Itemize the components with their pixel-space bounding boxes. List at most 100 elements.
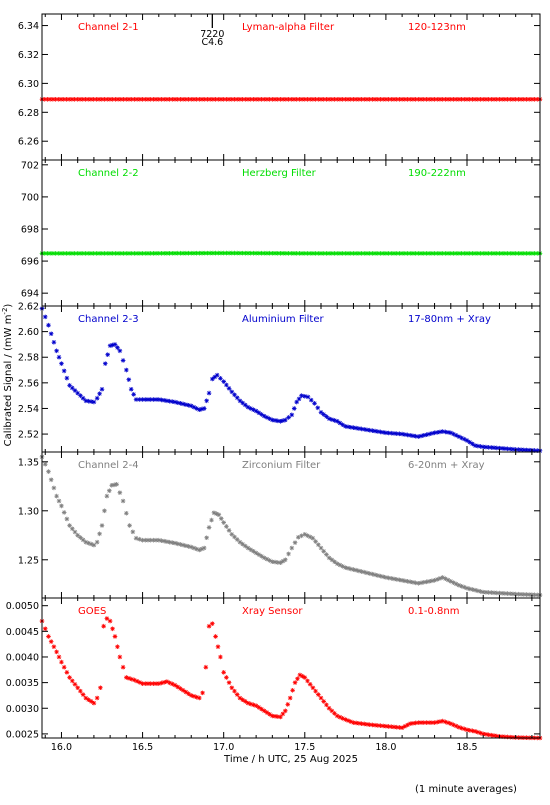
data-point <box>199 250 205 256</box>
data-point <box>251 702 256 708</box>
data-point <box>164 398 170 404</box>
data-point <box>151 397 156 402</box>
data-point <box>67 675 72 680</box>
data-point <box>416 581 421 586</box>
data-point <box>83 96 88 102</box>
data-point <box>418 251 424 256</box>
panel-1-series <box>39 96 543 102</box>
data-point <box>494 96 500 102</box>
data-point <box>467 251 473 256</box>
data-point <box>518 96 524 102</box>
data-point <box>389 251 394 256</box>
data-point <box>326 705 332 711</box>
data-point <box>75 251 80 256</box>
data-point <box>361 96 367 102</box>
data-point <box>132 251 137 256</box>
data-point <box>464 251 470 256</box>
data-point <box>47 96 53 102</box>
data-point <box>148 681 153 686</box>
data-point <box>394 431 400 436</box>
data-point <box>437 576 443 581</box>
data-point <box>480 96 486 102</box>
data-point <box>188 544 194 550</box>
data-point <box>432 96 437 102</box>
data-point <box>296 534 301 540</box>
data-point <box>410 433 416 439</box>
data-point <box>510 591 516 597</box>
data-point <box>69 251 75 256</box>
data-point <box>161 679 167 685</box>
data-point <box>137 680 143 685</box>
data-point <box>126 251 132 256</box>
data-point <box>507 251 513 256</box>
data-point <box>421 251 427 256</box>
data-point <box>88 699 94 704</box>
data-point <box>272 713 278 719</box>
data-point <box>56 354 62 360</box>
data-point <box>429 720 435 725</box>
data-point <box>115 251 121 256</box>
x-tick-label: 16.0 <box>51 742 72 753</box>
data-point <box>123 251 129 256</box>
data-point <box>232 534 237 540</box>
data-point <box>99 251 105 256</box>
data-point <box>345 96 351 102</box>
data-point <box>120 498 126 504</box>
data-point <box>153 251 159 256</box>
data-point <box>124 367 129 373</box>
data-point <box>351 567 356 572</box>
data-point <box>529 96 535 102</box>
data-point <box>226 680 232 685</box>
data-point <box>213 634 218 639</box>
panel-frame <box>41 451 541 599</box>
data-point <box>245 250 251 256</box>
data-point <box>42 314 48 320</box>
data-point <box>83 539 89 545</box>
data-point <box>418 580 424 586</box>
data-point <box>516 447 521 452</box>
data-point <box>421 433 427 438</box>
data-point <box>359 569 364 574</box>
data-point <box>324 552 329 557</box>
data-point <box>383 723 389 729</box>
data-point <box>445 430 451 435</box>
data-point <box>175 684 181 690</box>
data-point <box>370 571 375 577</box>
data-point <box>91 542 97 548</box>
data-point <box>378 723 383 728</box>
data-point <box>132 96 137 102</box>
data-point <box>91 96 96 102</box>
data-point <box>534 448 540 453</box>
data-point <box>229 96 235 102</box>
data-point <box>345 251 351 256</box>
data-point <box>445 251 451 256</box>
data-point <box>200 690 205 696</box>
data-point <box>329 557 335 563</box>
data-point <box>313 539 318 544</box>
data-point <box>72 682 78 687</box>
data-point <box>534 96 540 102</box>
data-point <box>383 251 389 256</box>
data-point <box>69 385 75 391</box>
data-point <box>42 251 48 256</box>
y-tick-label: 2.56 <box>18 378 39 389</box>
data-point <box>221 379 226 384</box>
data-point <box>313 251 318 256</box>
data-point <box>302 251 308 256</box>
data-point <box>489 445 494 450</box>
data-point <box>121 96 126 102</box>
data-point <box>353 567 359 573</box>
data-point <box>389 96 394 102</box>
data-point <box>167 398 172 404</box>
data-point <box>332 559 337 565</box>
data-point <box>448 721 454 726</box>
filter-label: Aluminium Filter <box>242 314 325 325</box>
data-point <box>310 535 316 541</box>
data-point <box>210 621 215 626</box>
data-point <box>251 407 256 413</box>
data-point <box>188 96 194 102</box>
panel-frame <box>41 13 541 161</box>
data-point <box>348 719 354 724</box>
data-point <box>505 591 510 596</box>
data-point <box>270 559 275 565</box>
